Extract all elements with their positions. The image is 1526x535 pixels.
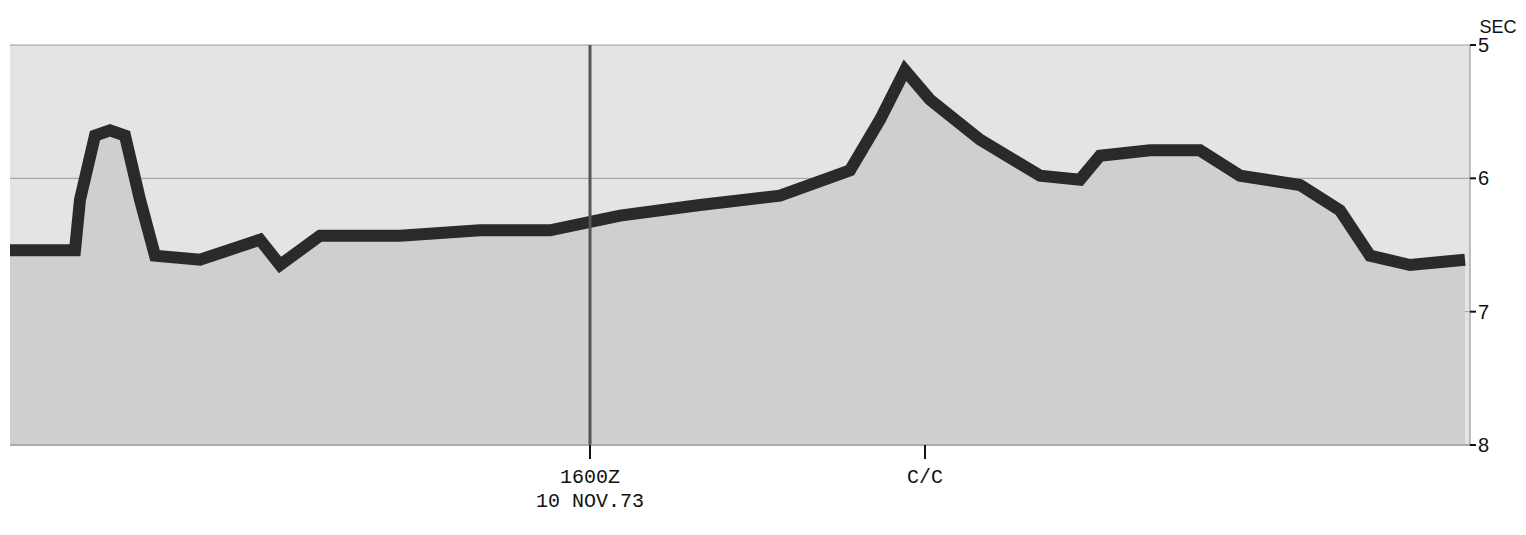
svg-text:SEC: SEC	[1479, 17, 1516, 37]
svg-text:6: 6	[1478, 167, 1489, 189]
svg-text:10 NOV.73: 10 NOV.73	[536, 490, 644, 513]
svg-text:8: 8	[1478, 434, 1489, 456]
svg-text:1600Z: 1600Z	[560, 466, 620, 489]
svg-text:5: 5	[1478, 34, 1489, 56]
svg-text:7: 7	[1478, 301, 1489, 323]
svg-text:C/C: C/C	[907, 466, 943, 489]
